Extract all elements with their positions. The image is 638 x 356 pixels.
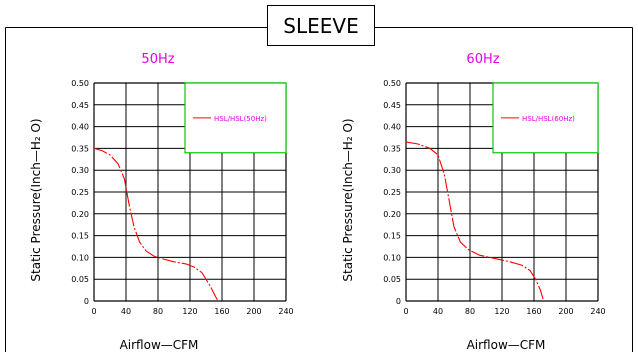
y-tick-label: 0.40 <box>383 123 401 132</box>
x-tick-label: 120 <box>494 307 509 316</box>
x-tick-label: 0 <box>91 307 96 316</box>
y-tick-label: 0.20 <box>71 210 89 219</box>
x-tick-label: 80 <box>465 307 475 316</box>
chart-subtitle: 60Hz <box>466 52 499 67</box>
x-tick-label: 40 <box>121 307 131 316</box>
x-tick-label: 200 <box>558 307 573 316</box>
x-tick-label: 0 <box>403 307 408 316</box>
y-tick-label: 0.35 <box>383 144 401 153</box>
y-tick-label: 0.40 <box>71 123 89 132</box>
chart-subtitle: 50Hz <box>141 52 174 67</box>
page-title: SLEEVE <box>283 14 358 38</box>
legend-label: HSL/HSL(50Hz) <box>214 115 267 123</box>
y-tick-label: 0.10 <box>71 253 89 262</box>
y-tick-label: 0.25 <box>71 188 89 197</box>
y-tick-label: 0.15 <box>71 232 89 241</box>
y-tick-label: 0.45 <box>383 101 401 110</box>
x-tick-label: 240 <box>590 307 605 316</box>
y-tick-label: 0.30 <box>71 166 89 175</box>
x-tick-label: 240 <box>278 307 293 316</box>
y-tick-label: 0.45 <box>71 101 89 110</box>
y-tick-label: 0.50 <box>71 79 89 88</box>
x-tick-label: 80 <box>153 307 163 316</box>
x-axis-label: Airflow—CFM <box>467 338 546 352</box>
chart-50hz: 50Hz 0 40 80 120 160 200 240 0 0.05 0.10 0.15 0.20 0.… <box>29 52 294 352</box>
chart-60hz: 60Hz 0 40 80 120 160 200 240 0 0.05 0.10 0.15 0.20 0.… <box>341 52 606 352</box>
x-tick-label: 160 <box>214 307 229 316</box>
y-tick-label: 0.20 <box>383 210 401 219</box>
x-tick-label: 160 <box>526 307 541 316</box>
y-tick-label: 0.05 <box>71 275 89 284</box>
x-tick-label: 40 <box>433 307 443 316</box>
outer-frame <box>5 27 633 352</box>
y-tick-label: 0.25 <box>383 188 401 197</box>
x-tick-label: 200 <box>246 307 261 316</box>
y-tick-label: 0.15 <box>383 232 401 241</box>
y-tick-label: 0.10 <box>383 253 401 262</box>
y-tick-label: 0 <box>84 297 89 306</box>
y-tick-label: 0.05 <box>383 275 401 284</box>
series-line <box>93 147 219 302</box>
y-axis-label: Static Pressure(Inch—H₂ O) <box>29 118 43 281</box>
legend-label: HSL/HSL(60Hz) <box>522 115 575 123</box>
series-line <box>405 141 545 302</box>
y-tick-label: 0.50 <box>383 79 401 88</box>
y-tick-label: 0 <box>396 297 401 306</box>
y-tick-label: 0.30 <box>383 166 401 175</box>
x-tick-label: 120 <box>182 307 197 316</box>
y-axis-label: Static Pressure(Inch—H₂ O) <box>341 118 355 281</box>
title-box <box>267 5 375 46</box>
y-tick-label: 0.35 <box>71 144 89 153</box>
x-axis-label: Airflow—CFM <box>120 338 199 352</box>
